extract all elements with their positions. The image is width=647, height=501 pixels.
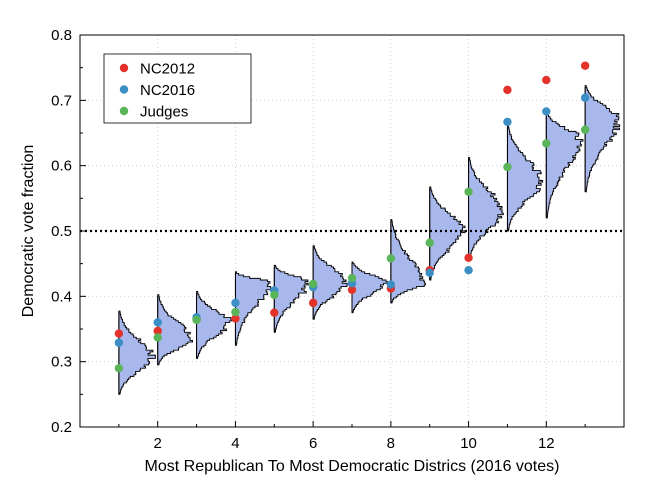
x-tick-label: 4 — [231, 435, 239, 452]
NC2016-point — [503, 117, 512, 127]
x-tick-label: 6 — [309, 435, 317, 452]
NC2016-point — [153, 318, 162, 327]
Judges-point — [192, 315, 201, 325]
district-10-distribution — [468, 157, 504, 261]
NC2016-point — [114, 338, 124, 347]
Judges-point — [153, 333, 162, 342]
x-tick-label: 8 — [387, 435, 395, 452]
y-tick-label: 0.3 — [51, 354, 72, 371]
NC2012-point — [308, 298, 318, 308]
NC2012-point — [580, 61, 590, 70]
legend-marker — [119, 63, 129, 73]
Judges-point — [114, 364, 124, 373]
district-8-distribution — [390, 219, 426, 304]
NC2016-point — [464, 266, 473, 275]
y-tick-label: 0.2 — [51, 419, 72, 436]
district-1-distribution — [118, 310, 156, 395]
Judges-point — [386, 254, 396, 263]
legend-label: NC2016 — [140, 82, 195, 99]
x-axis-title: Most Republican To Most Democratic Distr… — [145, 458, 560, 475]
legend-label: Judges — [140, 104, 188, 121]
NC2012-point — [114, 329, 124, 338]
legend-box — [103, 53, 252, 124]
Judges-point — [308, 279, 318, 289]
legend-marker — [119, 106, 129, 116]
x-tick-label: 10 — [460, 435, 477, 452]
Judges-point — [231, 307, 240, 317]
NC2012-point — [270, 308, 279, 317]
NC2012-point — [503, 85, 512, 95]
district-9-distribution — [429, 186, 466, 281]
district-11-distribution — [506, 124, 544, 232]
y-tick-label: 0.4 — [51, 288, 72, 305]
legend-label: NC2012 — [140, 61, 195, 78]
district-13-distribution — [584, 85, 621, 193]
Judges-point — [542, 139, 551, 148]
district-12-distribution — [545, 111, 584, 219]
Judges-point — [347, 273, 357, 283]
NC2012-point — [231, 314, 240, 323]
NC2016-point — [425, 268, 434, 278]
legend-marker — [119, 85, 129, 94]
y-tick-label: 0.7 — [51, 92, 72, 109]
Judges-point — [270, 290, 279, 300]
Judges-point — [464, 187, 473, 196]
y-axis-title: Democratic vote fraction — [20, 145, 37, 318]
district-6-distribution — [312, 245, 350, 320]
NC2012-point — [153, 326, 162, 336]
NC2012-point — [542, 75, 551, 85]
NC2016-point — [386, 280, 396, 289]
district-7-distribution — [351, 261, 388, 314]
x-tick-label: 2 — [154, 435, 162, 452]
Judges-point — [580, 125, 590, 134]
district-4-distribution — [234, 271, 272, 346]
district-5-distribution — [273, 264, 309, 333]
Judges-point — [425, 238, 434, 247]
points-layer — [114, 61, 590, 373]
NC2012-point — [347, 285, 357, 294]
NC2016-point — [542, 107, 551, 116]
NC2016-point — [580, 93, 590, 102]
histogram-layer — [118, 85, 621, 395]
NC2016-point — [231, 298, 240, 308]
x-tick-label: 12 — [538, 435, 555, 452]
y-tick-label: 0.8 — [51, 27, 72, 44]
Judges-point — [503, 162, 512, 172]
y-tick-label: 0.6 — [51, 158, 72, 175]
NC2012-point — [464, 253, 473, 262]
legend: NC2012 NC2016 Judges — [103, 53, 252, 124]
y-tick-label: 0.5 — [51, 223, 72, 240]
district-3-distribution — [196, 290, 233, 359]
district-2-distribution — [157, 294, 194, 366]
ticks-layer: 0.2 0.3 0.4 0.5 0.6 0.7 0.8 2 4 6 8 10 12 — [51, 27, 586, 452]
